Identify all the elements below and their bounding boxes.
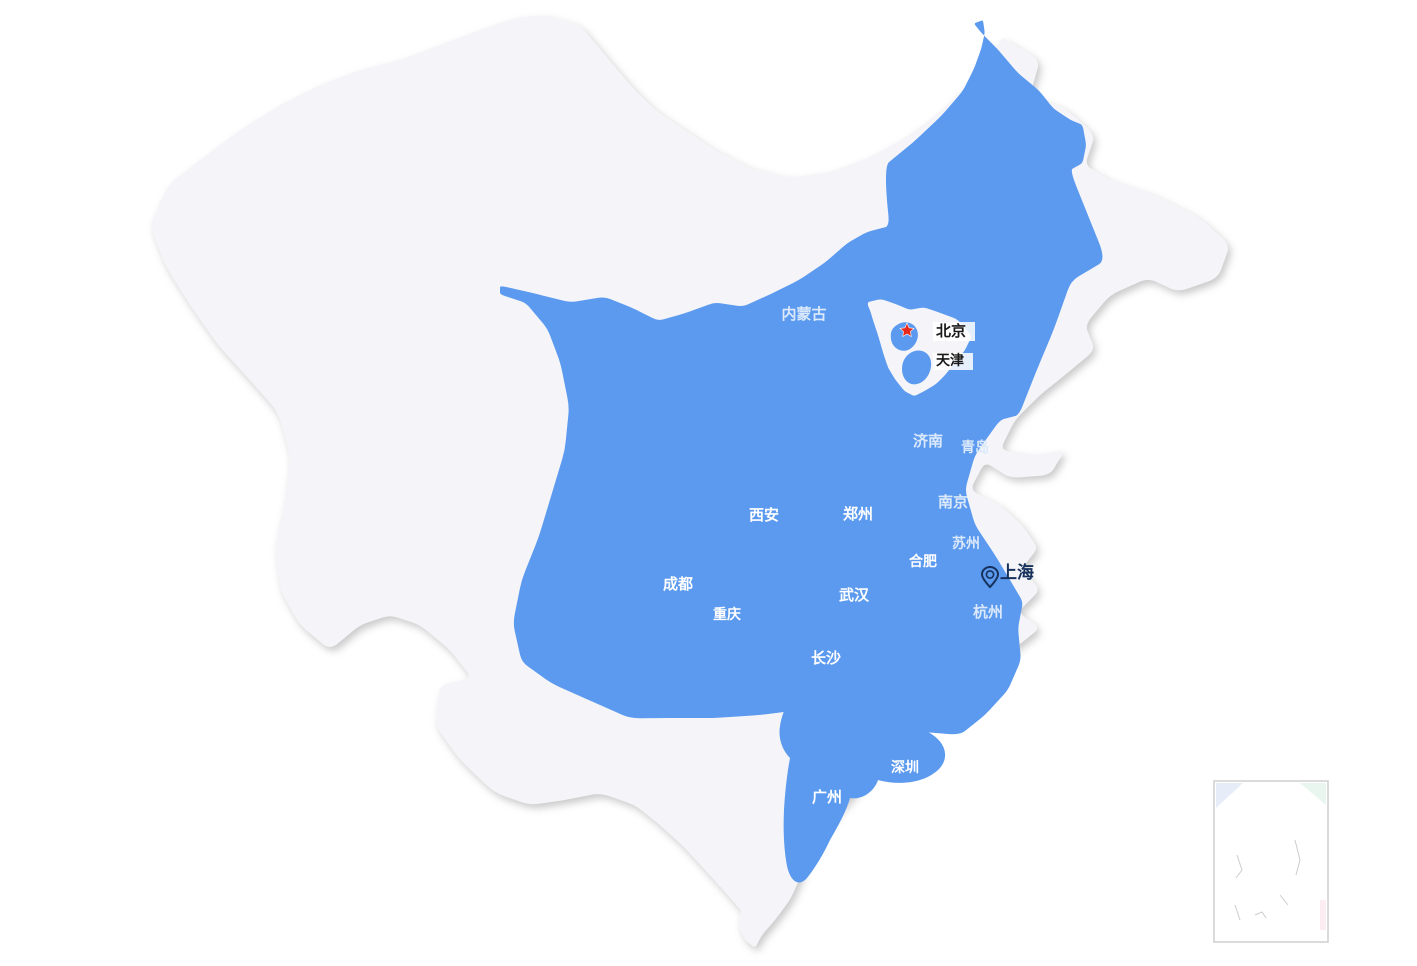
svg-text:天津: 天津 bbox=[936, 352, 964, 368]
svg-text:武汉: 武汉 bbox=[839, 586, 870, 604]
svg-text:内蒙古: 内蒙古 bbox=[781, 305, 826, 323]
svg-text:南京: 南京 bbox=[938, 493, 968, 511]
svg-text:成都: 成都 bbox=[663, 575, 693, 593]
svg-text:上海: 上海 bbox=[1000, 562, 1034, 582]
svg-text:广州: 广州 bbox=[812, 788, 842, 806]
svg-text:青岛: 青岛 bbox=[961, 439, 989, 455]
svg-text:重庆: 重庆 bbox=[713, 606, 741, 622]
svg-text:济南: 济南 bbox=[913, 432, 943, 450]
svg-text:深圳: 深圳 bbox=[891, 759, 919, 775]
svg-text:长沙: 长沙 bbox=[811, 649, 841, 667]
svg-text:合肥: 合肥 bbox=[909, 553, 937, 569]
svg-text:北京: 北京 bbox=[936, 322, 966, 340]
svg-text:苏州: 苏州 bbox=[952, 535, 980, 551]
svg-text:杭州: 杭州 bbox=[973, 603, 1003, 621]
svg-text:西安: 西安 bbox=[749, 506, 779, 524]
svg-text:郑州: 郑州 bbox=[843, 505, 873, 523]
